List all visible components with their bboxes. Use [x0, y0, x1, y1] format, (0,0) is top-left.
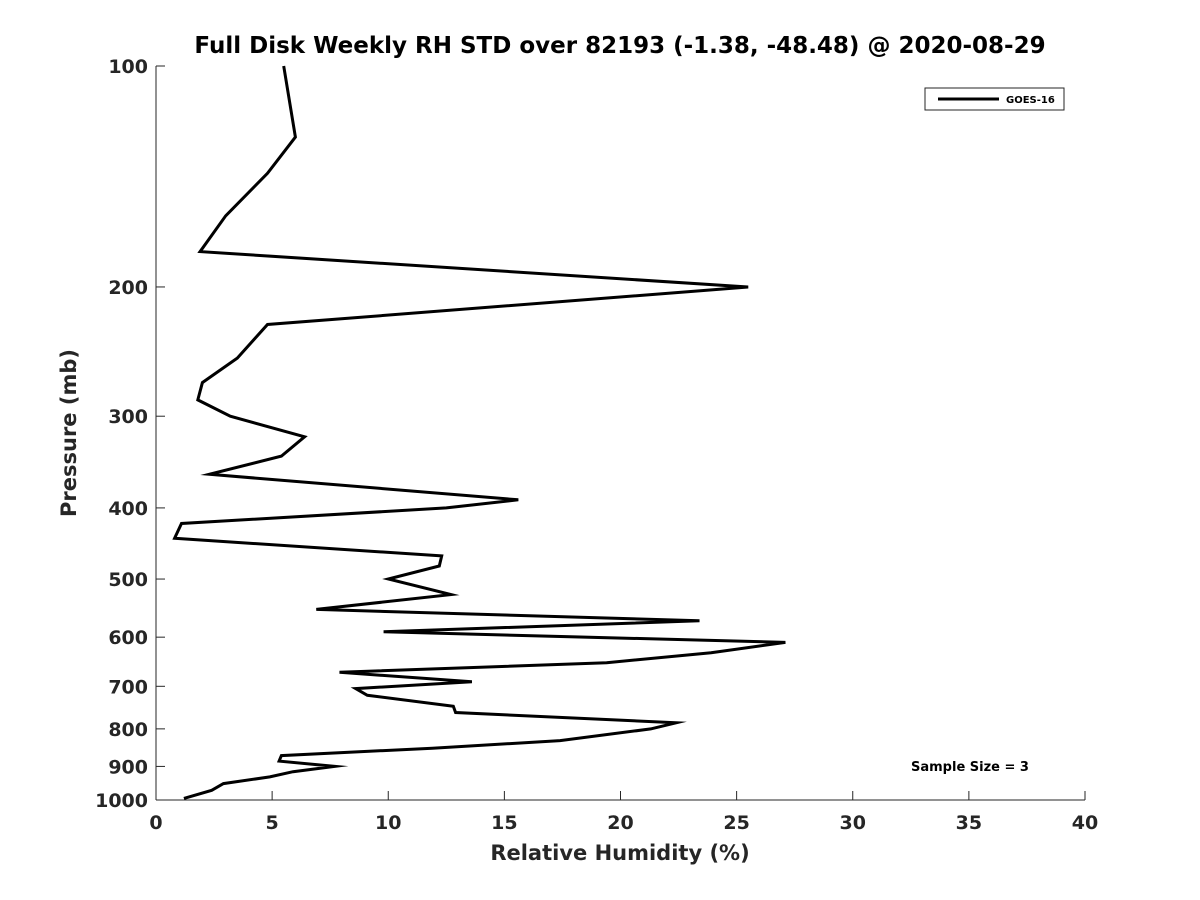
chart-title: Full Disk Weekly RH STD over 82193 (-1.3…	[194, 33, 1045, 59]
x-axis-label: Relative Humidity (%)	[490, 841, 749, 865]
y-tick-label-700: 700	[108, 676, 148, 698]
legend: GOES-16	[924, 87, 1065, 111]
y-tick-label-1000: 1000	[95, 790, 148, 812]
y-tick-label-600: 600	[108, 627, 148, 649]
x-tick-label-15: 15	[491, 812, 517, 834]
x-tick-label-10: 10	[375, 812, 401, 834]
x-tick-label-20: 20	[607, 812, 633, 834]
y-tick-label-800: 800	[108, 719, 148, 741]
y-ticks: 100 200 300 400 500 600 700 800 900 1000	[95, 56, 165, 812]
y-tick-label-500: 500	[108, 569, 148, 591]
x-tick-label-40: 40	[1072, 812, 1098, 834]
x-ticks: 0 5 10 15 20 25 30 35 40	[149, 791, 1098, 834]
x-tick-label-0: 0	[149, 812, 162, 834]
x-tick-label-30: 30	[840, 812, 866, 834]
y-tick-label-200: 200	[108, 277, 148, 299]
x-tick-label-25: 25	[723, 812, 749, 834]
y-tick-label-900: 900	[108, 756, 148, 778]
series-layer	[172, 65, 786, 800]
series-line-goes-16	[172, 65, 786, 800]
y-tick-label-100: 100	[108, 56, 148, 78]
sample-size-annotation: Sample Size = 3	[911, 760, 1029, 775]
y-axis-label: Pressure (mb)	[57, 349, 81, 517]
y-tick-label-300: 300	[108, 406, 148, 428]
x-tick-label-5: 5	[266, 812, 279, 834]
legend-label-goes-16: GOES-16	[1006, 95, 1055, 106]
x-tick-label-35: 35	[956, 812, 982, 834]
y-tick-label-400: 400	[108, 498, 148, 520]
